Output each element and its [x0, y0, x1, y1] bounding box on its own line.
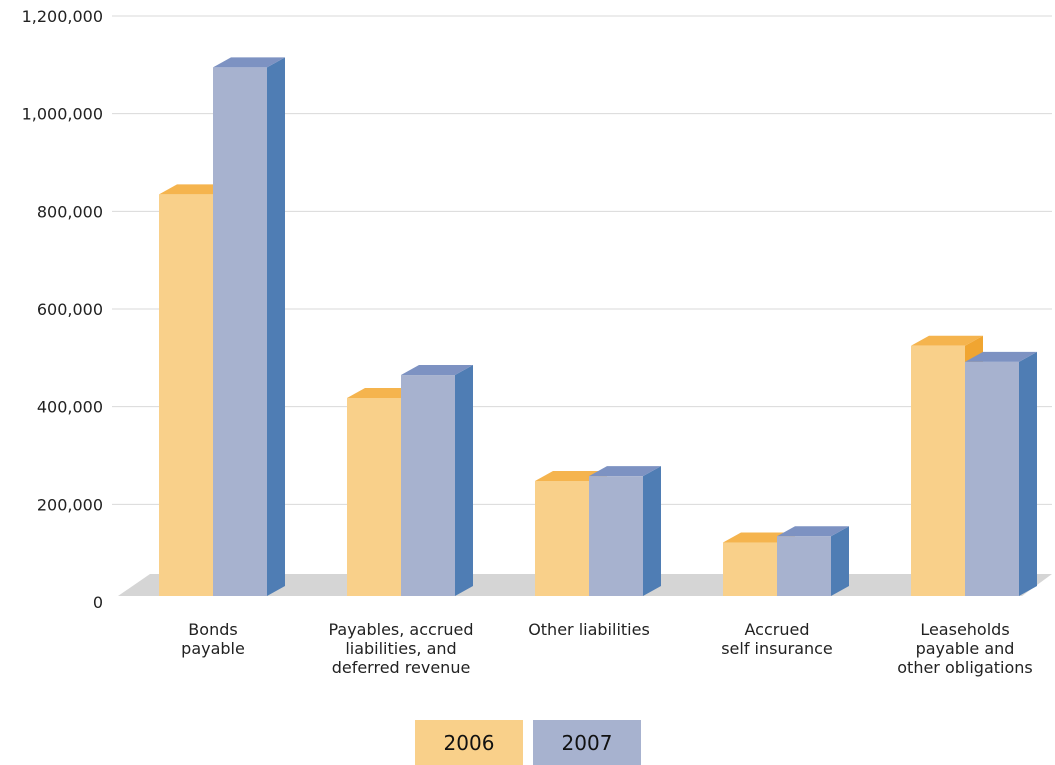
bar-top	[965, 351, 1037, 362]
bar-front	[535, 481, 589, 596]
bar-front	[589, 476, 643, 596]
y-tick-label: 200,000	[37, 495, 103, 514]
bar-front	[401, 375, 455, 596]
bar-side	[1019, 351, 1037, 596]
y-tick-label: 1,200,000	[22, 7, 103, 26]
y-tick-label: 400,000	[37, 398, 103, 417]
bar-2007-0	[213, 57, 285, 597]
bar-2007-1	[401, 365, 473, 596]
bar-side	[643, 466, 661, 596]
category-label: Bonds payable	[181, 620, 245, 658]
bar-front	[723, 542, 777, 596]
category-label: Payables, accrued liabilities, and deferre…	[328, 620, 473, 677]
legend-item-2006: 2006	[415, 720, 523, 765]
bars	[159, 57, 1037, 597]
bar-front	[213, 67, 267, 597]
category-label: Leaseholds payable and other obligations	[897, 620, 1033, 677]
bar-front	[965, 361, 1019, 596]
bar-top	[911, 335, 983, 346]
x-axis-categories: Bonds payable Payables, accrued liabilities…	[181, 620, 1033, 677]
bar-front	[777, 536, 831, 596]
bar-front	[347, 397, 401, 596]
bar-side	[831, 526, 849, 596]
legend-label-2007: 2007	[561, 730, 613, 755]
bar-side	[455, 365, 473, 596]
y-axis-ticks: 0 200,000 400,000 600,000 800,000 1,000,000 1,…	[22, 7, 103, 612]
legend-item-2007: 2007	[533, 720, 641, 765]
category-label: Accrued self insurance	[721, 620, 833, 658]
category-label: Other liabilities	[528, 620, 650, 639]
y-tick-label: 800,000	[37, 202, 103, 221]
bar-front	[159, 194, 213, 596]
bar-2007-4	[965, 351, 1037, 596]
bar-top	[589, 466, 661, 477]
y-tick-label: 600,000	[37, 300, 103, 319]
bar-top	[777, 526, 849, 537]
bar-top	[213, 57, 285, 68]
bar-2007-3	[777, 526, 849, 596]
y-tick-label: 1,000,000	[22, 105, 103, 124]
bar-side	[267, 57, 285, 597]
y-tick-label: 0	[93, 593, 103, 612]
legend: 2006 2007	[415, 720, 641, 765]
bar-front	[911, 345, 965, 596]
bar-top	[401, 365, 473, 376]
bar-2007-2	[589, 466, 661, 596]
legend-label-2006: 2006	[443, 730, 495, 755]
